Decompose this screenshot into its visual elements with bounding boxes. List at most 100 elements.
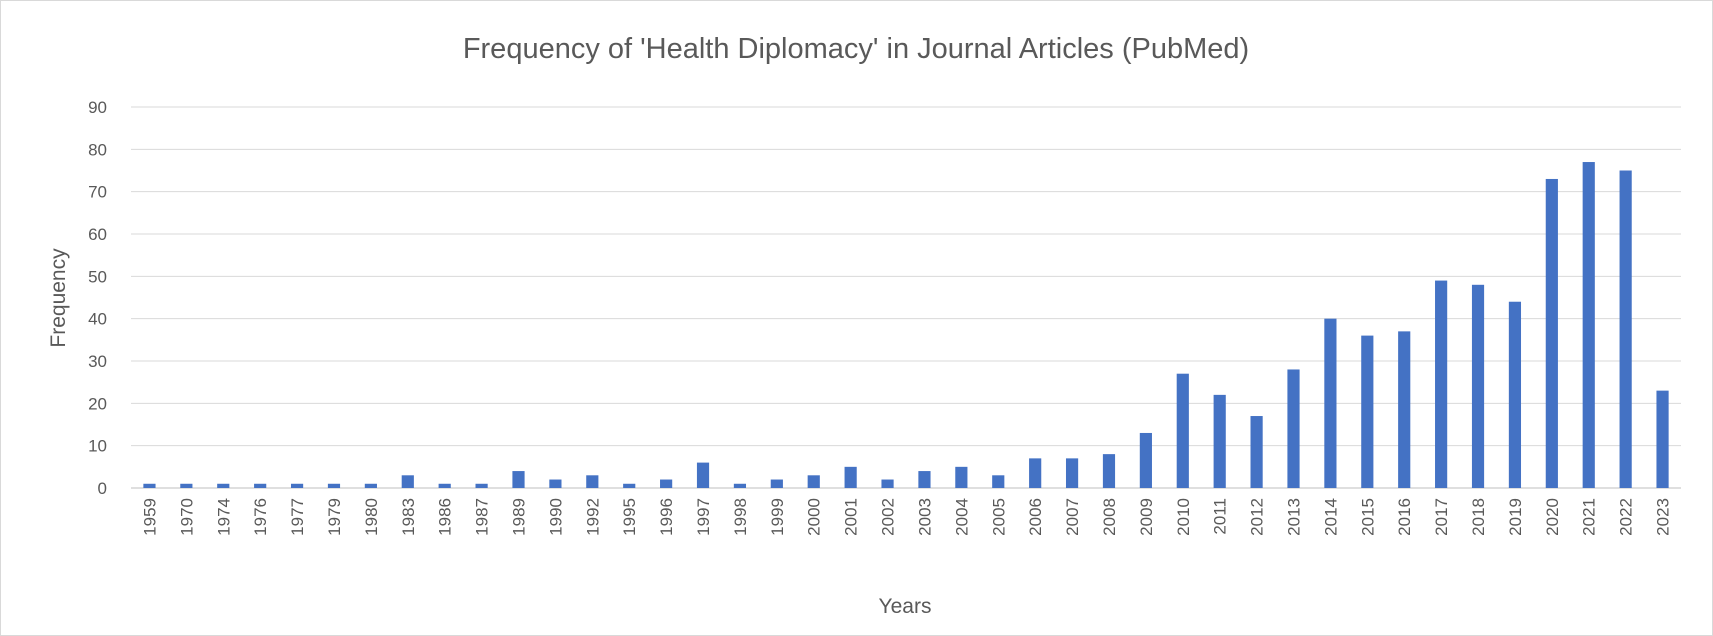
y-tick-label: 40 [88, 310, 107, 329]
x-tick-label: 1977 [288, 498, 307, 536]
y-tick-label: 10 [88, 437, 107, 456]
y-tick-label: 50 [88, 267, 107, 286]
bar-1976 [254, 483, 267, 488]
x-tick-label: 2003 [915, 498, 934, 536]
gridlines [131, 106, 1681, 489]
x-tick-label: 2017 [1432, 498, 1451, 536]
bar-2019 [1508, 301, 1522, 488]
bar-1998 [733, 483, 747, 488]
bar-2007 [1065, 458, 1079, 488]
x-tick-label: 2004 [952, 498, 971, 536]
x-tick-label: 1986 [436, 498, 455, 536]
bar-2013 [1287, 369, 1300, 488]
bar-2017 [1435, 280, 1448, 488]
x-tick-label: 2021 [1580, 498, 1599, 536]
bar-1989 [512, 471, 525, 488]
bar-2014 [1324, 318, 1337, 488]
x-tick-label: 2023 [1654, 498, 1673, 536]
x-tick-label: 1996 [657, 498, 676, 536]
x-tick-label: 2018 [1469, 498, 1488, 536]
x-tick-label: 1987 [473, 498, 492, 536]
x-tick-label: 1959 [140, 498, 159, 536]
chart-title: Frequency of 'Health Diplomacy' in Journ… [463, 33, 1249, 65]
bar-1959 [143, 483, 156, 488]
x-axis-ticks: 1959 1970 1974 1976 1977 1979 1980 1983 1986 1987… [140, 498, 1672, 536]
x-tick-label: 1983 [399, 498, 418, 536]
x-tick-label: 2007 [1063, 498, 1082, 536]
x-tick-label: 2019 [1506, 498, 1525, 536]
bar-2004 [955, 466, 968, 488]
x-tick-label: 2001 [842, 498, 861, 536]
bar-1979 [327, 483, 341, 488]
x-tick-label: 2000 [805, 498, 824, 536]
bar-2015 [1361, 335, 1374, 488]
x-tick-label: 2012 [1248, 498, 1267, 536]
bar-1987 [475, 483, 488, 488]
bar-1977 [290, 483, 304, 488]
x-tick-label: 1980 [362, 498, 381, 536]
bar-2011 [1213, 394, 1226, 488]
bar-1995 [623, 483, 636, 488]
bar-2010 [1176, 373, 1189, 488]
x-tick-label: 2014 [1321, 498, 1340, 536]
bar-2022 [1619, 170, 1632, 488]
bar-2001 [844, 466, 857, 488]
bar-1997 [696, 462, 710, 488]
bar-2000 [807, 475, 820, 488]
bar-2009 [1139, 432, 1152, 488]
bar-1974 [217, 483, 230, 488]
bar-2016 [1398, 331, 1411, 488]
bar-1970 [180, 483, 193, 488]
y-axis-ticks: 0 10 20 30 40 50 60 70 80 90 [88, 98, 107, 498]
bar-2023 [1656, 390, 1669, 488]
x-tick-label: 2022 [1617, 498, 1636, 536]
y-tick-label: 80 [88, 140, 107, 159]
x-tick-label: 2006 [1026, 498, 1045, 536]
bar-2018 [1471, 284, 1485, 488]
y-tick-label: 30 [88, 352, 107, 371]
x-tick-label: 2020 [1543, 498, 1562, 536]
y-axis-title: Frequency [47, 248, 70, 348]
x-tick-label: 1995 [620, 498, 639, 536]
x-tick-label: 2002 [879, 498, 898, 536]
x-tick-label: 1997 [694, 498, 713, 536]
y-tick-label: 20 [88, 394, 107, 413]
x-tick-label: 1970 [177, 498, 196, 536]
y-tick-label: 90 [88, 98, 107, 117]
x-tick-label: 1976 [251, 498, 270, 536]
bar-2006 [1029, 458, 1042, 488]
bar-2012 [1250, 416, 1263, 488]
bar-2008 [1102, 454, 1116, 488]
x-axis-title: Years [879, 595, 932, 618]
bar-2002 [881, 479, 894, 488]
bar-1990 [549, 479, 562, 488]
bar-2005 [992, 475, 1005, 488]
bar-1992 [586, 475, 599, 488]
x-tick-label: 1974 [214, 498, 233, 536]
x-tick-label: 1999 [768, 498, 787, 536]
bar-1986 [438, 483, 451, 488]
x-tick-label: 1990 [546, 498, 565, 536]
x-tick-label: 1989 [510, 498, 529, 536]
bar-1980 [364, 483, 377, 488]
x-tick-label: 2011 [1211, 498, 1230, 535]
x-tick-label: 2009 [1137, 498, 1156, 536]
x-tick-label: 2010 [1174, 498, 1193, 536]
x-tick-label: 2008 [1100, 498, 1119, 536]
x-tick-label: 2015 [1358, 498, 1377, 536]
bar-1996 [660, 479, 673, 488]
x-tick-label: 2013 [1285, 498, 1304, 536]
bar-1983 [401, 475, 414, 488]
x-tick-label: 1998 [731, 498, 750, 536]
bar-2003 [918, 471, 931, 488]
y-tick-label: 70 [88, 183, 107, 202]
y-tick-label: 60 [88, 225, 107, 244]
bar-1999 [770, 479, 783, 488]
x-tick-label: 2005 [989, 498, 1008, 536]
bar-2021 [1582, 162, 1595, 489]
bars [143, 162, 1669, 489]
bar-2020 [1545, 178, 1558, 488]
x-tick-label: 1992 [583, 498, 602, 536]
